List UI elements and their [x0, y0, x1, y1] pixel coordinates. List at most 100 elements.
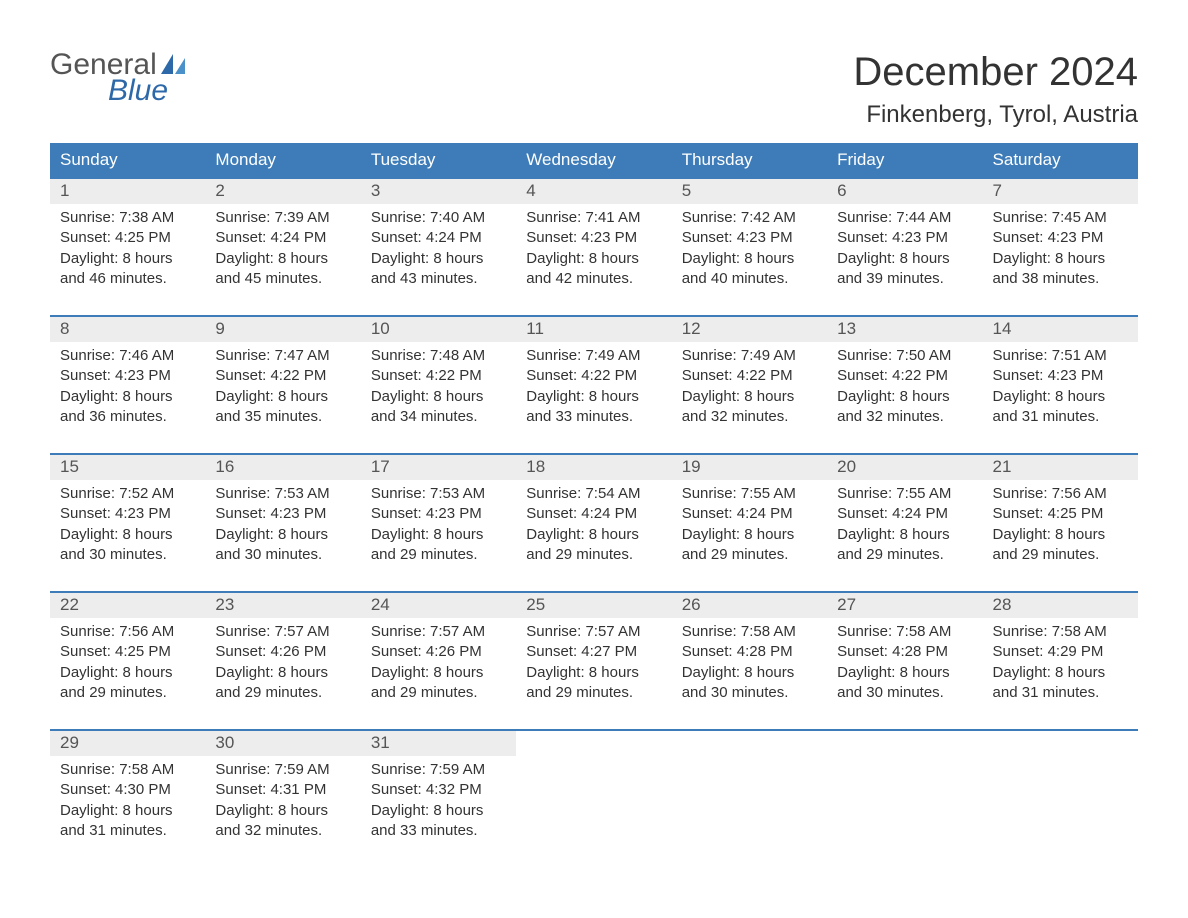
week-row: 8Sunrise: 7:46 AMSunset: 4:23 PMDaylight…	[50, 315, 1138, 441]
daylight-line: Daylight: 8 hours and 29 minutes.	[526, 525, 661, 566]
day-cell	[827, 731, 982, 855]
day-number: 28	[983, 593, 1138, 618]
day-body: Sunrise: 7:53 AMSunset: 4:23 PMDaylight:…	[361, 480, 516, 565]
sunrise-line: Sunrise: 7:54 AM	[526, 484, 661, 504]
sunset-line: Sunset: 4:22 PM	[215, 366, 350, 386]
sunset-line: Sunset: 4:28 PM	[837, 642, 972, 662]
day-number-empty	[983, 731, 1138, 756]
day-number: 18	[516, 455, 671, 480]
daylight-line: Daylight: 8 hours and 45 minutes.	[215, 249, 350, 290]
day-cell: 6Sunrise: 7:44 AMSunset: 4:23 PMDaylight…	[827, 179, 982, 303]
daylight-line: Daylight: 8 hours and 33 minutes.	[371, 801, 506, 842]
daylight-line: Daylight: 8 hours and 29 minutes.	[60, 663, 195, 704]
sunrise-line: Sunrise: 7:47 AM	[215, 346, 350, 366]
weekday-header-row: SundayMondayTuesdayWednesdayThursdayFrid…	[50, 143, 1138, 177]
day-body: Sunrise: 7:44 AMSunset: 4:23 PMDaylight:…	[827, 204, 982, 289]
sunset-line: Sunset: 4:22 PM	[682, 366, 817, 386]
title-block: December 2024 Finkenberg, Tyrol, Austria	[853, 50, 1138, 129]
daylight-line: Daylight: 8 hours and 32 minutes.	[682, 387, 817, 428]
day-cell: 27Sunrise: 7:58 AMSunset: 4:28 PMDayligh…	[827, 593, 982, 717]
sunrise-line: Sunrise: 7:58 AM	[682, 622, 817, 642]
sunset-line: Sunset: 4:23 PM	[993, 228, 1128, 248]
daylight-line: Daylight: 8 hours and 32 minutes.	[837, 387, 972, 428]
daylight-line: Daylight: 8 hours and 29 minutes.	[371, 525, 506, 566]
sunrise-line: Sunrise: 7:56 AM	[60, 622, 195, 642]
sunrise-line: Sunrise: 7:58 AM	[60, 760, 195, 780]
day-cell: 3Sunrise: 7:40 AMSunset: 4:24 PMDaylight…	[361, 179, 516, 303]
day-cell: 1Sunrise: 7:38 AMSunset: 4:25 PMDaylight…	[50, 179, 205, 303]
day-cell: 10Sunrise: 7:48 AMSunset: 4:22 PMDayligh…	[361, 317, 516, 441]
day-cell: 16Sunrise: 7:53 AMSunset: 4:23 PMDayligh…	[205, 455, 360, 579]
day-number: 12	[672, 317, 827, 342]
day-cell: 18Sunrise: 7:54 AMSunset: 4:24 PMDayligh…	[516, 455, 671, 579]
calendar: SundayMondayTuesdayWednesdayThursdayFrid…	[50, 143, 1138, 855]
day-body: Sunrise: 7:40 AMSunset: 4:24 PMDaylight:…	[361, 204, 516, 289]
sunset-line: Sunset: 4:23 PM	[682, 228, 817, 248]
day-cell: 4Sunrise: 7:41 AMSunset: 4:23 PMDaylight…	[516, 179, 671, 303]
day-body: Sunrise: 7:58 AMSunset: 4:28 PMDaylight:…	[672, 618, 827, 703]
day-body: Sunrise: 7:53 AMSunset: 4:23 PMDaylight:…	[205, 480, 360, 565]
sunset-line: Sunset: 4:24 PM	[682, 504, 817, 524]
day-number: 5	[672, 179, 827, 204]
day-body: Sunrise: 7:59 AMSunset: 4:32 PMDaylight:…	[361, 756, 516, 841]
day-cell: 23Sunrise: 7:57 AMSunset: 4:26 PMDayligh…	[205, 593, 360, 717]
week-row: 29Sunrise: 7:58 AMSunset: 4:30 PMDayligh…	[50, 729, 1138, 855]
daylight-line: Daylight: 8 hours and 29 minutes.	[526, 663, 661, 704]
logo: General Blue	[50, 50, 191, 106]
day-cell: 21Sunrise: 7:56 AMSunset: 4:25 PMDayligh…	[983, 455, 1138, 579]
day-cell: 30Sunrise: 7:59 AMSunset: 4:31 PMDayligh…	[205, 731, 360, 855]
sunrise-line: Sunrise: 7:41 AM	[526, 208, 661, 228]
day-number: 25	[516, 593, 671, 618]
day-body: Sunrise: 7:58 AMSunset: 4:28 PMDaylight:…	[827, 618, 982, 703]
day-number-empty	[516, 731, 671, 756]
day-body: Sunrise: 7:49 AMSunset: 4:22 PMDaylight:…	[516, 342, 671, 427]
day-number: 16	[205, 455, 360, 480]
day-body: Sunrise: 7:56 AMSunset: 4:25 PMDaylight:…	[50, 618, 205, 703]
day-cell: 9Sunrise: 7:47 AMSunset: 4:22 PMDaylight…	[205, 317, 360, 441]
sunrise-line: Sunrise: 7:49 AM	[526, 346, 661, 366]
day-cell	[672, 731, 827, 855]
sunset-line: Sunset: 4:26 PM	[371, 642, 506, 662]
day-number: 7	[983, 179, 1138, 204]
weekday-header-cell: Wednesday	[516, 143, 671, 177]
week-row: 22Sunrise: 7:56 AMSunset: 4:25 PMDayligh…	[50, 591, 1138, 717]
sunrise-line: Sunrise: 7:51 AM	[993, 346, 1128, 366]
daylight-line: Daylight: 8 hours and 36 minutes.	[60, 387, 195, 428]
sunrise-line: Sunrise: 7:57 AM	[215, 622, 350, 642]
day-body: Sunrise: 7:46 AMSunset: 4:23 PMDaylight:…	[50, 342, 205, 427]
day-cell: 8Sunrise: 7:46 AMSunset: 4:23 PMDaylight…	[50, 317, 205, 441]
day-number: 17	[361, 455, 516, 480]
day-number: 26	[672, 593, 827, 618]
daylight-line: Daylight: 8 hours and 31 minutes.	[993, 387, 1128, 428]
day-body: Sunrise: 7:41 AMSunset: 4:23 PMDaylight:…	[516, 204, 671, 289]
sunset-line: Sunset: 4:23 PM	[526, 228, 661, 248]
day-cell: 5Sunrise: 7:42 AMSunset: 4:23 PMDaylight…	[672, 179, 827, 303]
day-cell: 25Sunrise: 7:57 AMSunset: 4:27 PMDayligh…	[516, 593, 671, 717]
sunset-line: Sunset: 4:25 PM	[60, 642, 195, 662]
sunrise-line: Sunrise: 7:59 AM	[215, 760, 350, 780]
day-cell: 2Sunrise: 7:39 AMSunset: 4:24 PMDaylight…	[205, 179, 360, 303]
day-cell: 14Sunrise: 7:51 AMSunset: 4:23 PMDayligh…	[983, 317, 1138, 441]
sunset-line: Sunset: 4:31 PM	[215, 780, 350, 800]
sunset-line: Sunset: 4:32 PM	[371, 780, 506, 800]
day-cell: 29Sunrise: 7:58 AMSunset: 4:30 PMDayligh…	[50, 731, 205, 855]
day-number: 27	[827, 593, 982, 618]
day-body: Sunrise: 7:59 AMSunset: 4:31 PMDaylight:…	[205, 756, 360, 841]
daylight-line: Daylight: 8 hours and 31 minutes.	[993, 663, 1128, 704]
day-cell: 13Sunrise: 7:50 AMSunset: 4:22 PMDayligh…	[827, 317, 982, 441]
day-number: 4	[516, 179, 671, 204]
day-number: 9	[205, 317, 360, 342]
sunrise-line: Sunrise: 7:57 AM	[526, 622, 661, 642]
day-body: Sunrise: 7:50 AMSunset: 4:22 PMDaylight:…	[827, 342, 982, 427]
day-body: Sunrise: 7:38 AMSunset: 4:25 PMDaylight:…	[50, 204, 205, 289]
day-body: Sunrise: 7:58 AMSunset: 4:30 PMDaylight:…	[50, 756, 205, 841]
daylight-line: Daylight: 8 hours and 29 minutes.	[682, 525, 817, 566]
sunrise-line: Sunrise: 7:44 AM	[837, 208, 972, 228]
sunrise-line: Sunrise: 7:38 AM	[60, 208, 195, 228]
sunset-line: Sunset: 4:24 PM	[837, 504, 972, 524]
day-cell: 22Sunrise: 7:56 AMSunset: 4:25 PMDayligh…	[50, 593, 205, 717]
daylight-line: Daylight: 8 hours and 29 minutes.	[837, 525, 972, 566]
day-number: 20	[827, 455, 982, 480]
sunset-line: Sunset: 4:22 PM	[371, 366, 506, 386]
daylight-line: Daylight: 8 hours and 31 minutes.	[60, 801, 195, 842]
